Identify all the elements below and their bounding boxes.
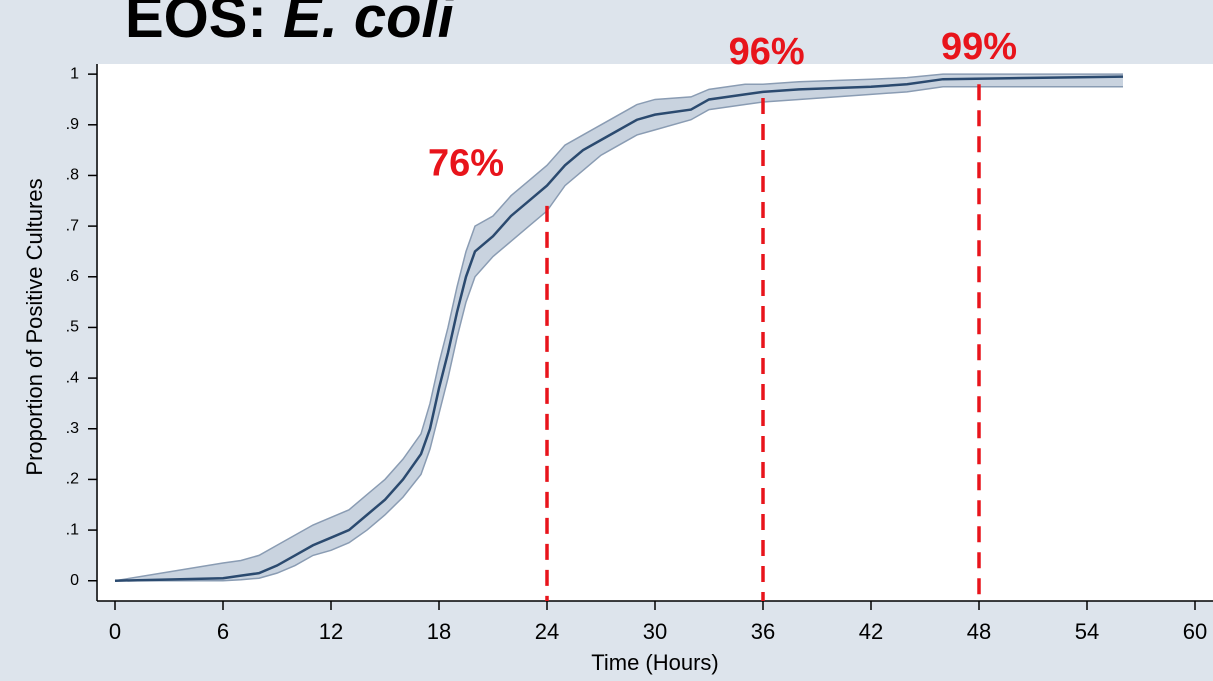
x-tick-label: 42 (859, 619, 883, 644)
x-tick-label: 6 (217, 619, 229, 644)
x-tick-label: 60 (1183, 619, 1207, 644)
x-tick-label: 0 (109, 619, 121, 644)
x-tick-label: 18 (427, 619, 451, 644)
y-axis-label: Proportion of Positive Cultures (22, 178, 47, 475)
y-tick-label: .7 (66, 217, 79, 234)
y-tick-label: .2 (66, 471, 79, 488)
annotation-label: 96% (729, 31, 805, 73)
title-prefix: EOS: (125, 0, 267, 50)
x-tick-label: 54 (1075, 619, 1099, 644)
annotation-label: 99% (941, 26, 1017, 68)
y-tick-label: .4 (66, 369, 79, 386)
x-axis-label: Time (Hours) (591, 650, 719, 675)
y-tick-label: 0 (70, 572, 79, 589)
x-tick-label: 30 (643, 619, 667, 644)
x-tick-label: 12 (319, 619, 343, 644)
x-tick-label: 36 (751, 619, 775, 644)
y-tick-label: .9 (66, 116, 79, 133)
plot-area (98, 64, 1213, 601)
x-tick-label: 24 (535, 619, 559, 644)
x-tick-label: 48 (967, 619, 991, 644)
y-tick-label: 1 (70, 65, 79, 82)
y-tick-label: .8 (66, 167, 79, 184)
confidence-bound (114, 73, 1123, 582)
y-tick-label: .3 (66, 420, 79, 437)
title-organism: E. coli (283, 0, 456, 50)
estimate-line (114, 75, 1124, 582)
y-tick-label: .5 (66, 319, 79, 336)
annotation-label: 76% (428, 142, 504, 184)
confidence-bound (115, 86, 1123, 582)
chart-title: EOS: E. coli (125, 0, 456, 50)
y-tick-label: .1 (66, 521, 79, 538)
y-tick-label: .6 (66, 268, 79, 285)
